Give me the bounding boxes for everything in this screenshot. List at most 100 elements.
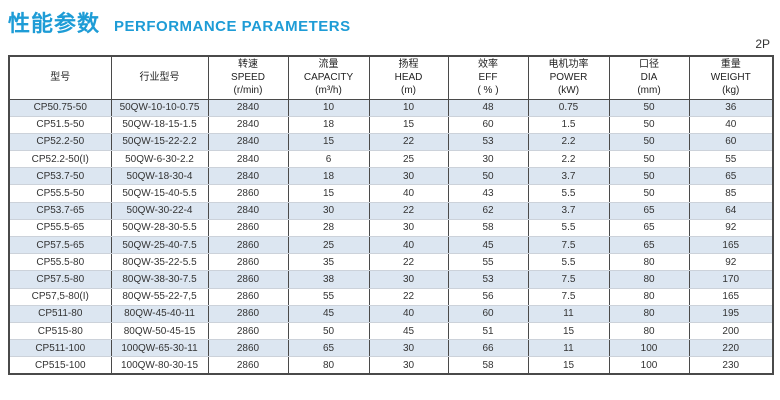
cell-industry-model: 50QW-18-15-1.5 [110, 116, 209, 134]
cell-dia: 50 [608, 99, 690, 117]
cell-capacity: 65 [287, 339, 370, 358]
table-row: CP57.5-65 50QW-25-40-7.5 2860 25 40 45 7… [8, 236, 774, 255]
cell-weight: 165 [688, 236, 774, 255]
cell-dia: 80 [608, 288, 690, 306]
cell-eff: 45 [447, 236, 529, 255]
header-unit: ( % ) [477, 85, 499, 97]
cell-industry-model: 80QW-50-45-15 [110, 322, 209, 341]
cell-speed: 2860 [207, 236, 289, 255]
cell-capacity: 80 [287, 356, 370, 375]
cell-eff: 58 [447, 356, 529, 375]
cell-power: 15 [527, 322, 610, 341]
cell-power: 15 [527, 356, 610, 375]
cell-power: 7.5 [527, 288, 610, 306]
header-unit: (kg) [722, 85, 740, 97]
table-row: CP53.7-50 50QW-18-30-4 2840 18 30 50 3.7… [8, 167, 774, 186]
table-header: 型号 行业型号 转速 SPEED (r/min) 流量 CAPACITY [8, 55, 774, 100]
col-header-dia: 口径 DIA (mm) [608, 55, 690, 100]
cell-capacity: 35 [287, 253, 370, 272]
cell-capacity: 6 [287, 150, 370, 169]
table-row: CP515-80 80QW-50-45-15 2860 50 45 51 15 … [8, 322, 774, 341]
cell-head: 22 [368, 253, 449, 272]
col-header-weight: 重量 WEIGHT (kg) [688, 55, 774, 100]
header-unit: (m³/h) [315, 85, 342, 97]
cell-power: 7.5 [527, 270, 610, 289]
cell-speed: 2840 [207, 99, 289, 117]
cell-model: CP50.75-50 [8, 99, 112, 117]
col-header-model: 型号 [8, 55, 112, 100]
pole-count-label: 2P [755, 37, 770, 51]
cell-dia: 65 [608, 236, 690, 255]
col-header-head: 扬程 HEAD (m) [368, 55, 449, 100]
cell-speed: 2860 [207, 219, 289, 238]
cell-eff: 60 [447, 116, 529, 134]
cell-eff: 51 [447, 322, 529, 341]
cell-model: CP52.2-50 [8, 133, 112, 152]
header-zh: 行业型号 [139, 72, 180, 84]
cell-model: CP55.5-65 [8, 219, 112, 238]
table-row: CP50.75-50 50QW-10-10-0.75 2840 10 10 48… [8, 99, 774, 117]
cell-weight: 195 [688, 305, 774, 323]
cell-head: 30 [368, 167, 449, 186]
cell-power: 3.7 [527, 202, 610, 220]
cell-model: CP511-100 [8, 339, 112, 358]
header-en: HEAD [394, 72, 423, 84]
cell-eff: 60 [447, 305, 529, 323]
header-en: POWER [549, 72, 588, 84]
cell-head: 40 [368, 236, 449, 255]
cell-head: 22 [368, 288, 449, 306]
cell-weight: 230 [688, 356, 774, 375]
cell-speed: 2860 [207, 305, 289, 323]
cell-model: CP55.5-50 [8, 184, 112, 203]
cell-weight: 220 [688, 339, 774, 358]
header-zh: 重量 [720, 59, 741, 71]
col-header-industry-model: 行业型号 [110, 55, 209, 100]
cell-capacity: 18 [287, 167, 370, 186]
table-row: CP515-100 100QW-80-30-15 2860 80 30 58 1… [8, 356, 774, 375]
cell-model: CP53.7-65 [8, 202, 112, 220]
cell-weight: 55 [688, 150, 774, 169]
cell-dia: 80 [608, 322, 690, 341]
cell-industry-model: 100QW-65-30-11 [110, 339, 209, 358]
cell-industry-model: 80QW-35-22-5.5 [110, 253, 209, 272]
cell-model: CP57.5-80 [8, 270, 112, 289]
cell-power: 0.75 [527, 99, 610, 117]
cell-dia: 50 [608, 150, 690, 169]
cell-power: 11 [527, 339, 610, 358]
cell-power: 2.2 [527, 150, 610, 169]
cell-model: CP515-80 [8, 322, 112, 341]
cell-capacity: 15 [287, 133, 370, 152]
cell-head: 30 [368, 219, 449, 238]
cell-power: 5.5 [527, 184, 610, 203]
cell-weight: 40 [688, 116, 774, 134]
cell-dia: 65 [608, 219, 690, 238]
header-zh: 型号 [50, 72, 71, 84]
cell-industry-model: 100QW-80-30-15 [110, 356, 209, 375]
cell-power: 7.5 [527, 236, 610, 255]
cell-model: CP57,5-80(I) [8, 288, 112, 306]
cell-dia: 50 [608, 184, 690, 203]
cell-dia: 50 [608, 167, 690, 186]
cell-power: 5.5 [527, 219, 610, 238]
header-zh: 效率 [478, 59, 498, 71]
table-row: CP52.2-50(I) 50QW-6-30-2.2 2840 6 25 30 … [8, 150, 774, 169]
cell-model: CP57.5-65 [8, 236, 112, 255]
cell-dia: 100 [608, 339, 690, 358]
cell-power: 3.7 [527, 167, 610, 186]
cell-capacity: 50 [287, 322, 370, 341]
cell-weight: 36 [688, 99, 774, 117]
cell-eff: 53 [447, 270, 529, 289]
cell-head: 25 [368, 150, 449, 169]
cell-industry-model: 50QW-6-30-2.2 [110, 150, 209, 169]
cell-weight: 64 [688, 202, 774, 220]
cell-industry-model: 80QW-55-22-7,5 [110, 288, 209, 306]
cell-speed: 2860 [207, 253, 289, 272]
table-row: CP57.5-80 80QW-38-30-7.5 2860 38 30 53 7… [8, 270, 774, 289]
cell-speed: 2840 [207, 202, 289, 220]
header-zh: 转速 [238, 59, 258, 71]
header-en: CAPACITY [303, 72, 354, 84]
cell-speed: 2860 [207, 322, 289, 341]
cell-head: 40 [368, 305, 449, 323]
cell-power: 2.2 [527, 133, 610, 152]
